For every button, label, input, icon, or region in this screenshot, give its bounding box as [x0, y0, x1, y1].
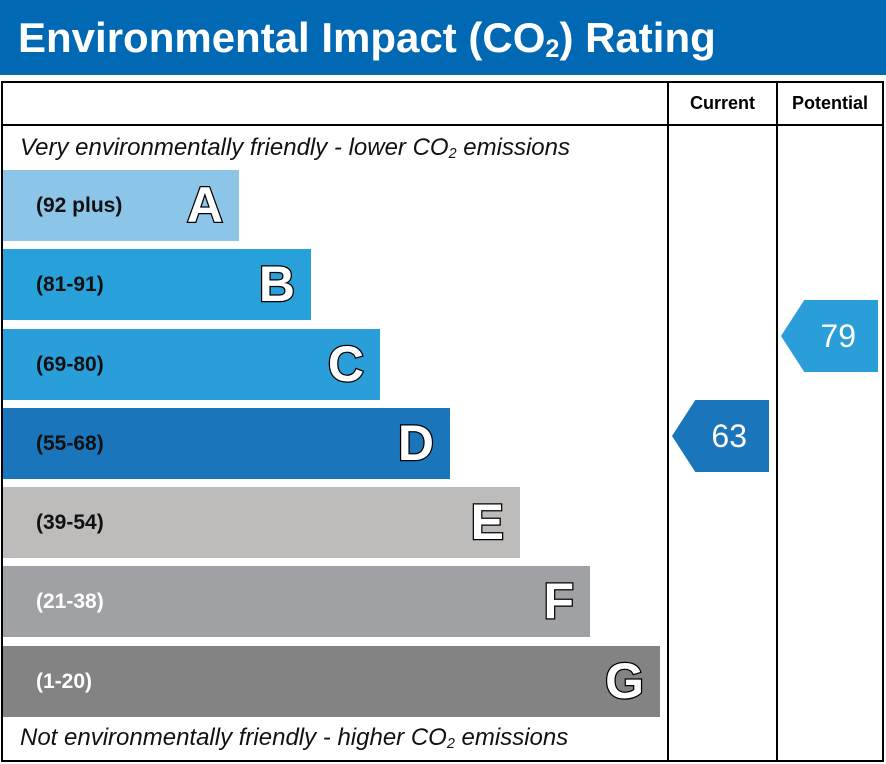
bottom-note: Not environmentally friendly - higher CO… [20, 724, 569, 752]
band-range: (1-20) [36, 670, 93, 693]
band-d: (55-68) D [3, 408, 450, 479]
band-f: (21-38) F [3, 566, 590, 637]
current-rating-arrow: 63 [672, 400, 769, 472]
band-letter: A [186, 176, 225, 235]
band-e: (39-54) E [3, 487, 520, 558]
divider [667, 81, 669, 762]
top-note: Very environmentally friendly - lower CO… [20, 134, 570, 162]
divider [1, 124, 884, 126]
potential-rating-arrow: 79 [781, 300, 878, 372]
band-range: (81-91) [36, 273, 104, 296]
band-range: (55-68) [36, 432, 104, 455]
column-header-potential: Potential [791, 93, 868, 113]
column-header-current: Current [689, 93, 755, 113]
band-a: (92 plus) A [3, 170, 239, 241]
band-letter: D [397, 414, 436, 473]
band-letter: C [327, 335, 366, 394]
band-range: (21-38) [36, 590, 104, 613]
band-letter: F [542, 572, 575, 631]
band-range: (39-54) [36, 511, 104, 534]
band-letter: E [469, 493, 505, 552]
band-letter: B [258, 255, 297, 314]
band-g: (1-20) G [3, 646, 660, 717]
band-range: (69-80) [36, 353, 104, 376]
divider [776, 81, 778, 762]
band-c: (69-80) C [3, 329, 380, 400]
band-letter: G [604, 652, 645, 711]
band-range: (92 plus) [36, 194, 123, 217]
rating-table [1, 81, 884, 762]
band-b: (81-91) B [3, 249, 311, 320]
page-title: Environmental Impact (CO2) Rating [0, 0, 886, 75]
